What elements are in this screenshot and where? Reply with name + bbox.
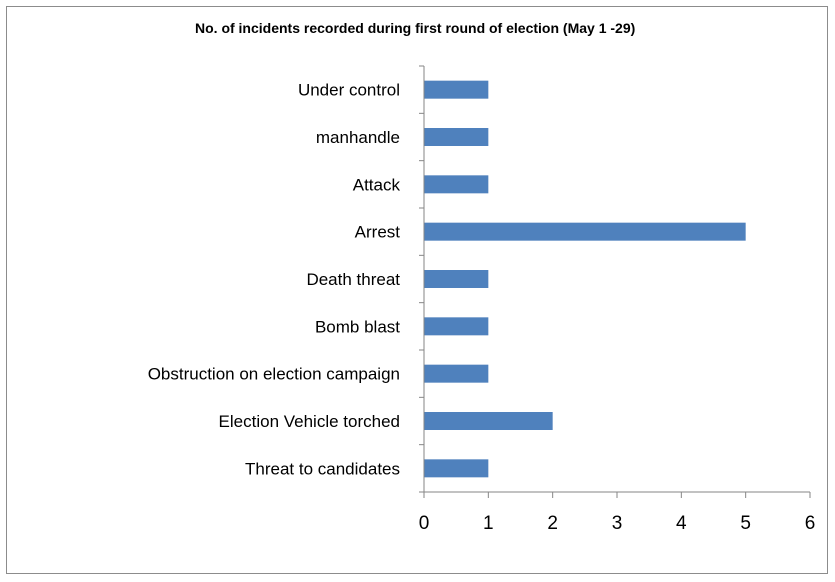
x-tick-label: 6 (805, 513, 816, 534)
bar-6 (424, 364, 489, 383)
bar-8 (424, 459, 489, 478)
x-tick-label: 4 (676, 513, 687, 534)
labels-group: Under control manhandle Attack Arrest Death … (148, 81, 816, 534)
x-tick-label: 2 (547, 513, 558, 534)
category-label: Obstruction on election campaign (148, 365, 400, 384)
bar-1 (424, 128, 489, 146)
axes-group (419, 65, 811, 498)
bar-7 (424, 412, 553, 430)
category-label: Arrest (355, 223, 401, 242)
category-label: Threat to candidates (245, 459, 400, 478)
x-tick-label: 0 (419, 513, 430, 534)
chart-frame (6, 6, 828, 574)
x-tick-label: 3 (612, 513, 623, 534)
category-label: Death threat (306, 270, 400, 289)
category-label: Attack (353, 175, 401, 194)
category-label: Under control (298, 81, 400, 100)
bar-4 (424, 270, 489, 288)
category-label: Bomb blast (315, 317, 400, 336)
bar-2 (424, 175, 489, 194)
category-label: Election Vehicle torched (219, 412, 400, 431)
category-label: manhandle (316, 128, 400, 147)
bar-0 (424, 80, 489, 99)
bar-3 (424, 222, 746, 241)
bar-5 (424, 317, 489, 336)
chart-title: No. of incidents recorded during first r… (195, 20, 636, 36)
x-tick-label: 1 (483, 513, 494, 534)
bars-group (424, 80, 746, 478)
x-tick-label: 5 (740, 513, 751, 534)
